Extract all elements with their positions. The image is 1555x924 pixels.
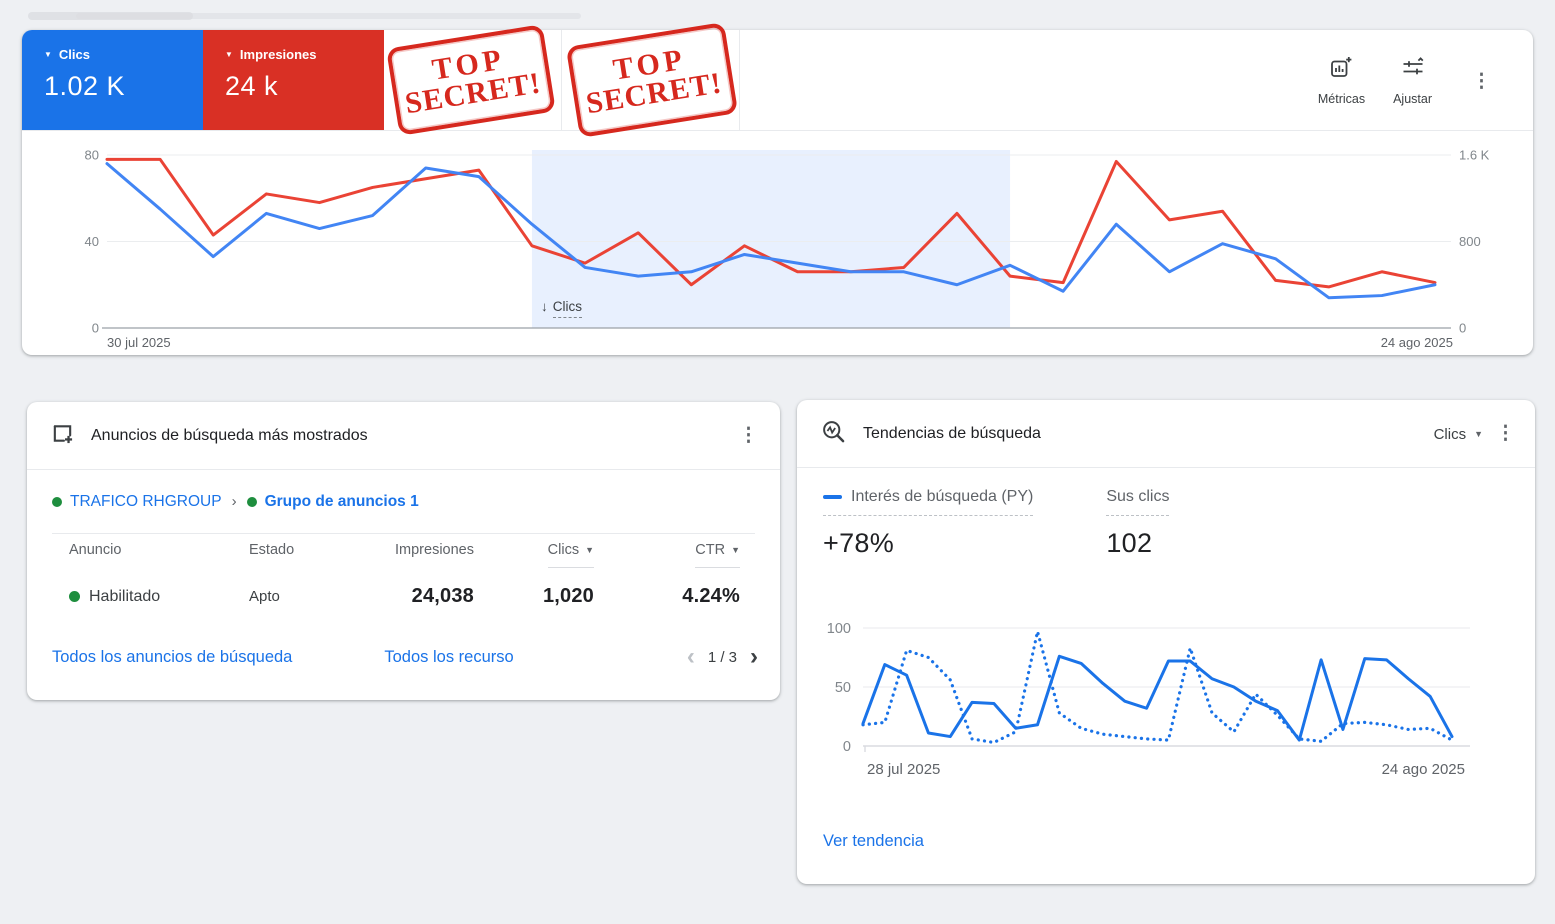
svg-text:24 ago 2025: 24 ago 2025 bbox=[1382, 761, 1465, 778]
ads-card-footer: Todos los anuncios de búsqueda Todos los… bbox=[52, 643, 758, 670]
adjust-button-label: Ajustar bbox=[1393, 92, 1432, 106]
page-indicator: 1 / 3 bbox=[707, 648, 737, 666]
metrics-button[interactable]: Métricas bbox=[1318, 56, 1365, 106]
col-header-label: Clics bbox=[547, 542, 580, 558]
caret-down-icon: ▼ bbox=[225, 49, 233, 59]
legend-value: 102 bbox=[1106, 528, 1153, 558]
metric-tile-label: Clics bbox=[58, 47, 90, 62]
col-header-label: CTR bbox=[695, 542, 726, 558]
metric-tile-impresiones[interactable]: ▼ Impresiones 24 k bbox=[203, 30, 384, 130]
caret-down-icon: ▼ bbox=[44, 49, 52, 59]
ads-table: Anuncio Estado Impresiones Clics ▼ CTR ▼ bbox=[69, 542, 740, 608]
trends-card-title: Tendencias de búsqueda bbox=[863, 424, 1041, 442]
legend-label: Sus clics bbox=[1106, 488, 1170, 505]
top-ads-card: Anuncios de búsqueda más mostrados ⋮ TRA… bbox=[27, 402, 780, 700]
solid-line-swatch-icon bbox=[823, 494, 842, 500]
page-next-icon[interactable]: › bbox=[750, 643, 758, 670]
svg-text:0: 0 bbox=[1459, 321, 1466, 336]
status-dot-green bbox=[69, 591, 80, 602]
caret-down-icon: ▼ bbox=[1474, 429, 1483, 439]
metrics-button-label: Métricas bbox=[1317, 92, 1366, 106]
all-search-ads-link[interactable]: Todos los anuncios de búsqueda bbox=[52, 647, 293, 666]
svg-text:40: 40 bbox=[85, 234, 99, 249]
sort-by-ctr[interactable]: CTR ▼ bbox=[695, 542, 740, 568]
ad-clics-cell: 1,020 bbox=[542, 585, 594, 607]
adjust-button[interactable]: Ajustar bbox=[1393, 56, 1432, 106]
performance-chart-card: ▼ Clics 1.02 K ▼ Impresiones 24 k TOP SE… bbox=[22, 22, 1533, 355]
sort-by-clics[interactable]: Clics ▼ bbox=[547, 542, 594, 568]
col-header-estado: Estado bbox=[249, 542, 295, 558]
metric-tile-label: Impresiones bbox=[239, 47, 317, 62]
svg-text:0: 0 bbox=[843, 739, 851, 755]
legend-item-interest[interactable]: Interés de búsqueda (PY) +78% bbox=[823, 488, 1034, 559]
metric-tile-clics[interactable]: ▼ Clics 1.02 K bbox=[22, 30, 203, 130]
svg-text:100: 100 bbox=[827, 621, 851, 637]
metric-tile-value: 24 k bbox=[225, 71, 279, 101]
selector-value: Clics bbox=[1433, 425, 1467, 443]
metric-tile-hidden-2[interactable] bbox=[562, 30, 740, 130]
search-trends-line-chart: 0 50 100 28 jul 2025 24 ago 2025 bbox=[827, 621, 1470, 778]
svg-text:80: 80 bbox=[85, 148, 99, 163]
breadcrumb-adgroup-link[interactable]: Grupo de anuncios 1 bbox=[264, 492, 419, 510]
metric-tile-value: 1.02 K bbox=[44, 71, 126, 101]
breadcrumb-campaign-link[interactable]: TRAFICO RHGROUP bbox=[70, 492, 222, 510]
metric-tile-hidden-1[interactable] bbox=[384, 30, 562, 130]
metrics-chart-plus-icon bbox=[1329, 56, 1353, 85]
trends-metric-selector[interactable]: Clics ▼ bbox=[1434, 400, 1483, 468]
legend-label: Interés de búsqueda (PY) bbox=[851, 488, 1034, 505]
ad-ctr-cell: 4.24% bbox=[682, 585, 740, 607]
trends-legend: Interés de búsqueda (PY) +78% Sus clics … bbox=[823, 488, 1170, 559]
breadcrumb: TRAFICO RHGROUP › Grupo de anuncios 1 bbox=[52, 470, 755, 534]
metric-tiles-row: ▼ Clics 1.02 K ▼ Impresiones 24 k bbox=[22, 30, 1533, 131]
svg-text:50: 50 bbox=[835, 680, 851, 696]
new-ad-window-icon bbox=[51, 422, 74, 450]
legend-value: +78% bbox=[823, 528, 895, 558]
sliders-icon bbox=[1401, 56, 1425, 85]
trends-magnifier-icon bbox=[821, 419, 846, 449]
svg-text:24 ago 2025: 24 ago 2025 bbox=[1381, 335, 1453, 350]
legend-item-clics[interactable]: Sus clics 102 bbox=[1106, 488, 1170, 559]
svg-text:30 jul 2025: 30 jul 2025 bbox=[107, 335, 171, 350]
svg-text:28 jul 2025: 28 jul 2025 bbox=[867, 761, 940, 778]
annotation-label: Clics bbox=[552, 299, 582, 318]
ads-card-header: Anuncios de búsqueda más mostrados ⋮ bbox=[27, 402, 780, 470]
status-dot-green bbox=[246, 496, 257, 507]
ver-tendencia-link[interactable]: Ver tendencia bbox=[823, 832, 924, 850]
status-dot-green bbox=[52, 496, 62, 507]
more-options-icon[interactable]: ⋮ bbox=[739, 425, 758, 446]
svg-text:1.6 K: 1.6 K bbox=[1459, 148, 1490, 163]
all-assets-link-clipped: Todos los recurso bbox=[384, 648, 556, 667]
svg-text:800: 800 bbox=[1459, 234, 1481, 249]
breadcrumb-separator: › bbox=[231, 493, 237, 510]
trends-card-header: Tendencias de búsqueda bbox=[797, 400, 1535, 468]
sort-caret-icon: ▼ bbox=[585, 545, 594, 555]
more-options-icon[interactable]: ⋮ bbox=[1472, 71, 1491, 92]
clics-drop-annotation[interactable]: ↓ Clics bbox=[541, 299, 582, 318]
ad-status-cell: Habilitado bbox=[69, 588, 249, 606]
ads-card-title: Anuncios de búsqueda más mostrados bbox=[91, 426, 368, 444]
col-header-clics: Clics ▼ bbox=[474, 542, 594, 568]
col-header-anuncio: Anuncio bbox=[69, 542, 122, 558]
pagination: ‹ 1 / 3 › bbox=[686, 643, 758, 670]
ad-estado-cell: Apto bbox=[249, 588, 280, 605]
sort-caret-icon: ▼ bbox=[731, 545, 740, 555]
more-options-icon[interactable]: ⋮ bbox=[1496, 423, 1515, 444]
ad-status-label: Habilitado bbox=[89, 587, 161, 605]
scroll-remnant-band bbox=[76, 13, 581, 19]
page-previous-icon[interactable]: ‹ bbox=[686, 643, 695, 670]
arrow-down-icon: ↓ bbox=[541, 299, 548, 314]
col-header-impresiones: Impresiones bbox=[395, 542, 474, 558]
chart-toolbar: Métricas Ajustar ⋮ bbox=[1318, 56, 1497, 106]
ads-table-header-row: Anuncio Estado Impresiones Clics ▼ CTR ▼ bbox=[69, 542, 740, 568]
ad-impresiones-cell: 24,038 bbox=[411, 585, 474, 607]
svg-text:0: 0 bbox=[92, 321, 99, 336]
search-trends-card: Tendencias de búsqueda Clics ▼ ⋮ Interés… bbox=[797, 400, 1535, 884]
all-assets-link[interactable]: Todos los recurso bbox=[384, 647, 514, 666]
table-row: Habilitado Apto 24,038 1,020 4.24% bbox=[69, 585, 740, 608]
col-header-ctr: CTR ▼ bbox=[594, 542, 740, 568]
